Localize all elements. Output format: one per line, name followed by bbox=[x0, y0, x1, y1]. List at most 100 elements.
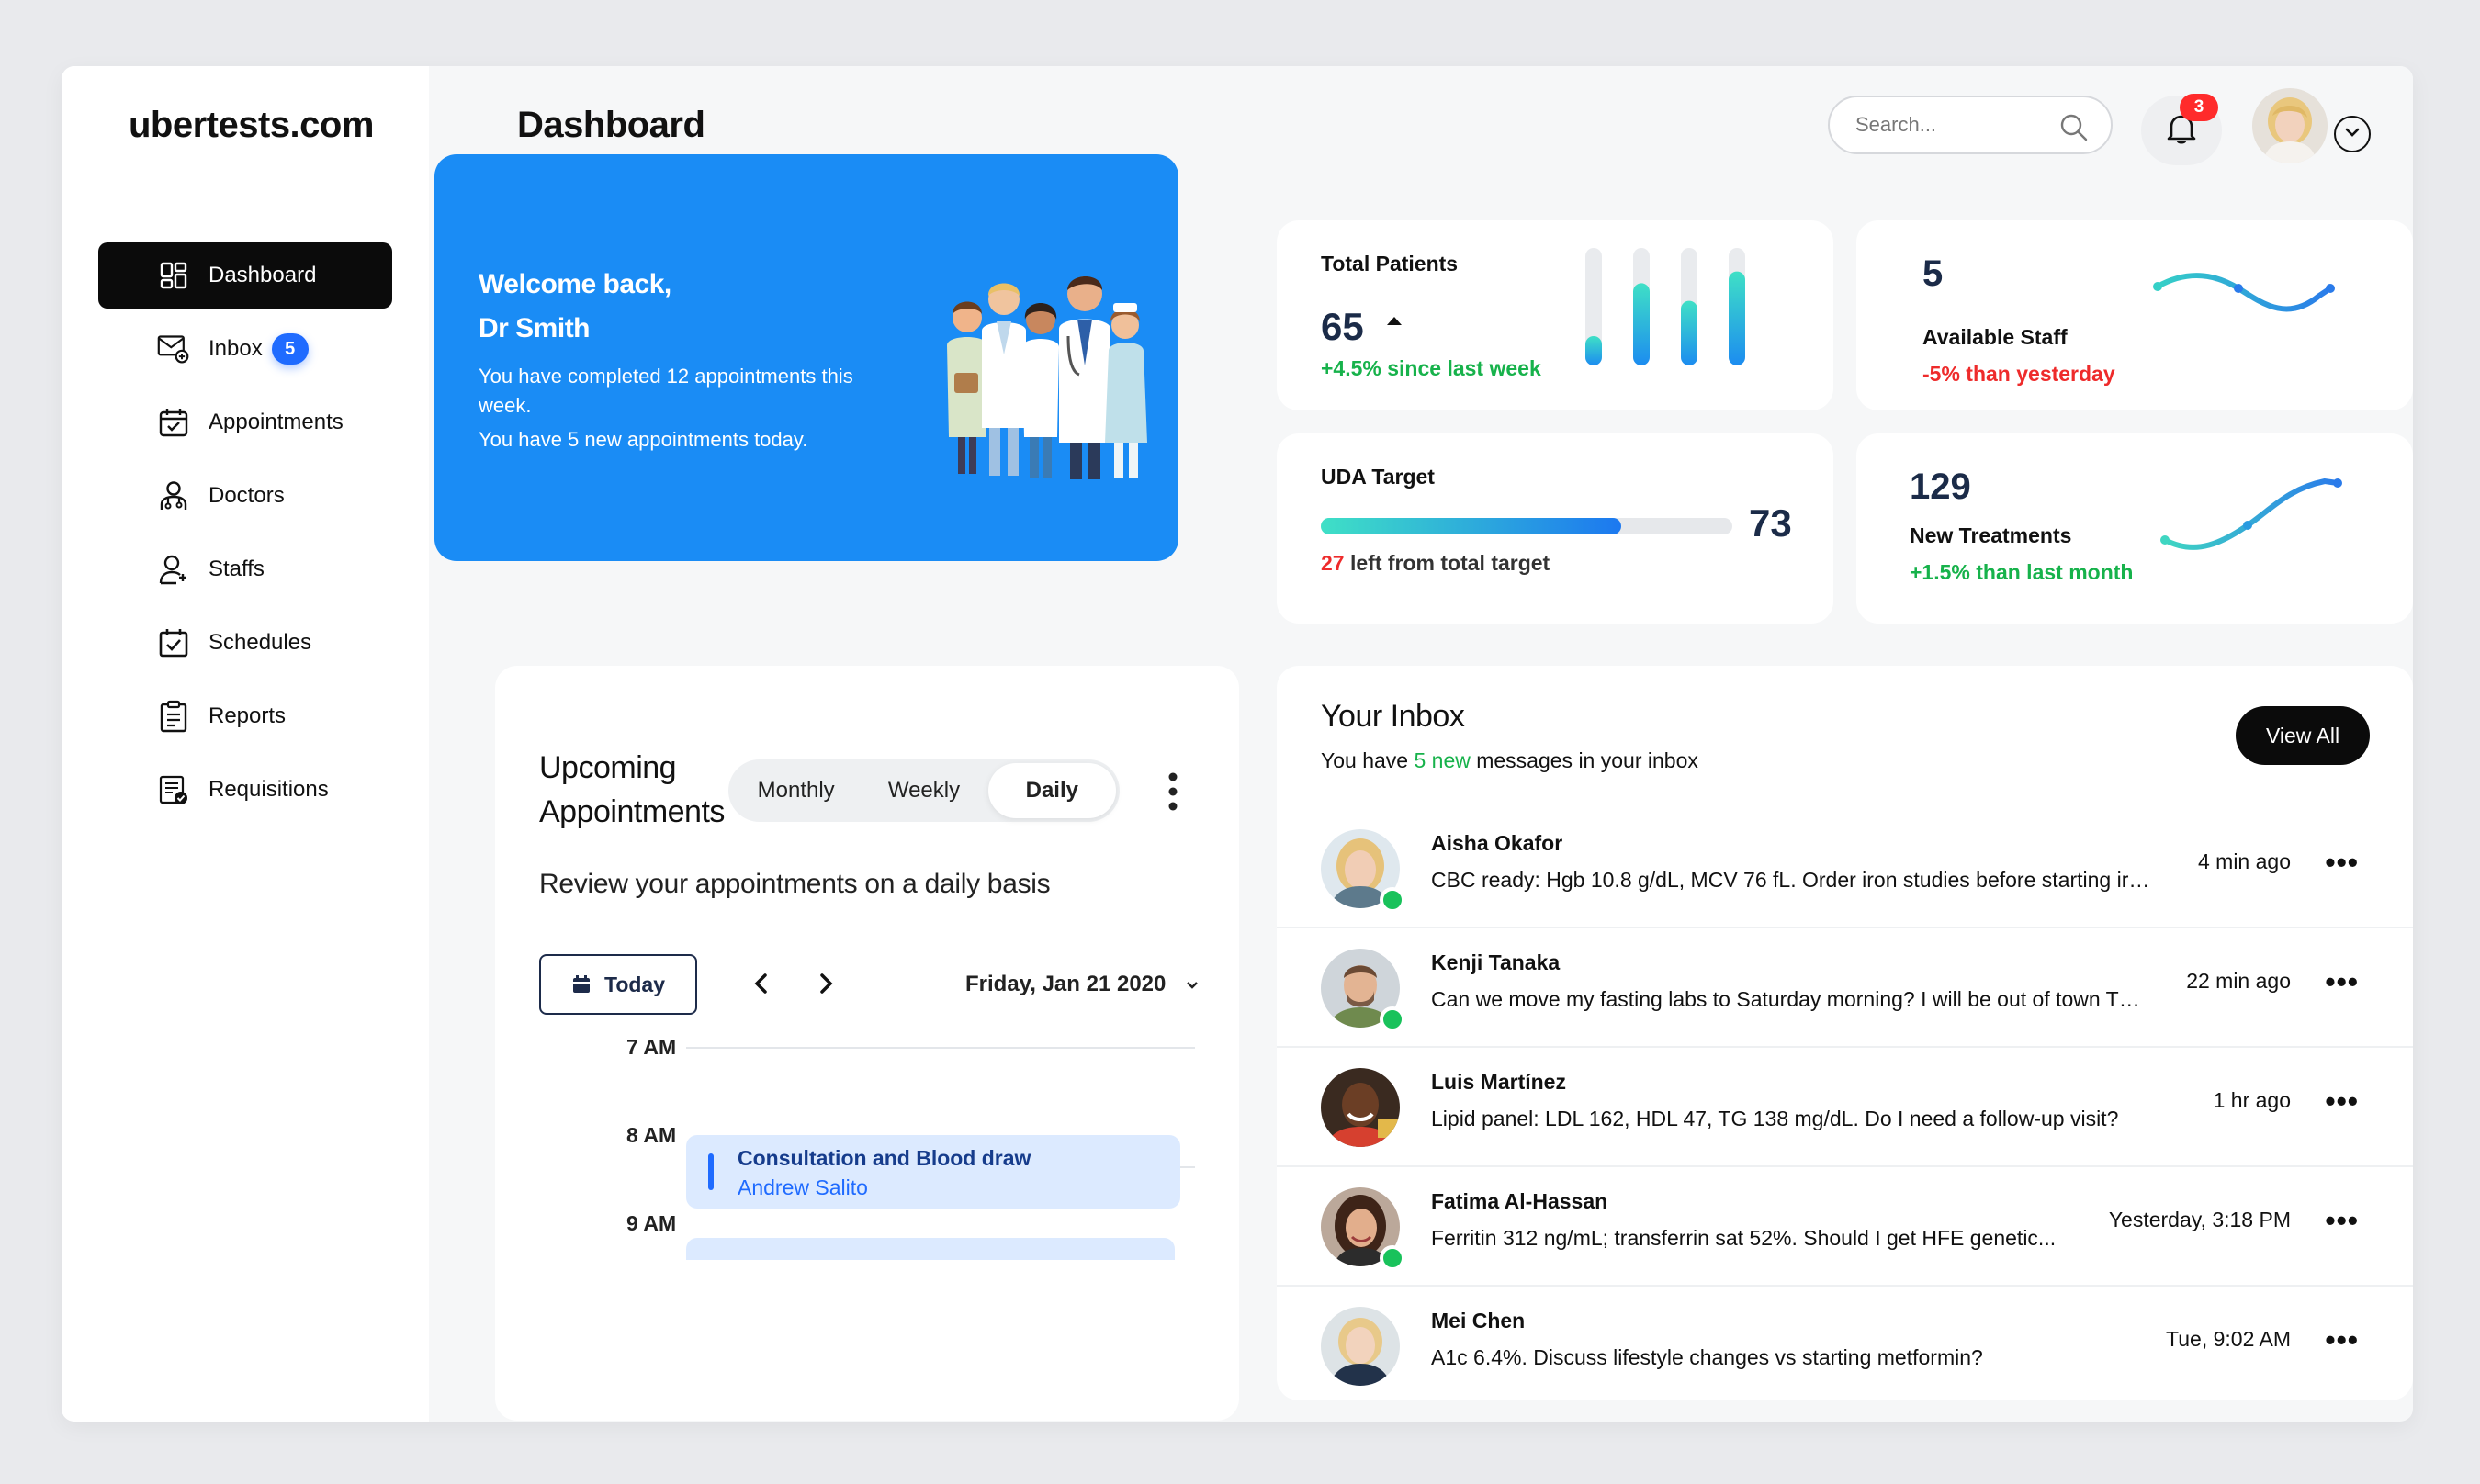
sidebar-item-label: Doctors bbox=[209, 483, 285, 508]
bar-track bbox=[1585, 248, 1602, 365]
next-day-button[interactable] bbox=[812, 970, 840, 1002]
appointments-title: Upcoming Appointments bbox=[539, 746, 725, 834]
selected-date: Friday, Jan 21 2020 bbox=[965, 972, 1167, 996]
message-row[interactable]: Aisha Okafor CBC ready: Hgb 10.8 g/dL, M… bbox=[1277, 809, 2413, 928]
event-accent-bar bbox=[708, 1153, 714, 1190]
avatar bbox=[1321, 1068, 1400, 1147]
bar-fill bbox=[1585, 336, 1602, 365]
more-vertical-icon[interactable] bbox=[1163, 771, 1183, 816]
total-patients-value: 65 bbox=[1321, 305, 1364, 348]
notification-count-badge: 3 bbox=[2180, 94, 2218, 121]
sidebar-item-requisitions[interactable]: Requisitions bbox=[98, 757, 392, 823]
bar-fill bbox=[1633, 283, 1650, 365]
sender-name: Kenji Tanaka bbox=[1431, 950, 1561, 974]
message-preview: Can we move my fasting labs to Saturday … bbox=[1431, 987, 2151, 1011]
sidebar-item-label: Inbox bbox=[209, 336, 263, 361]
sidebar-item-inbox[interactable]: Inbox 5 bbox=[98, 316, 392, 382]
message-time: 1 hr ago bbox=[2213, 1088, 2291, 1112]
available-staff-value: 5 bbox=[1922, 253, 1944, 294]
today-label: Today bbox=[603, 972, 666, 996]
sidebar-item-schedules[interactable]: Schedules bbox=[98, 610, 392, 676]
sidebar-item-doctors[interactable]: Doctors bbox=[98, 463, 392, 529]
event-title: Consultation and Blood draw bbox=[738, 1146, 1031, 1170]
message-row[interactable]: Fatima Al-Hassan Ferritin 312 ng/mL; tra… bbox=[1277, 1167, 2413, 1287]
appointment-event[interactable] bbox=[686, 1238, 1175, 1260]
uda-progress-fill bbox=[1321, 518, 1622, 534]
total-patients-card: Total Patients 65 +4.5% since last week bbox=[1277, 220, 1833, 410]
inbox-title: Your Inbox bbox=[1321, 699, 1465, 734]
appointments-title-line: Upcoming bbox=[539, 750, 677, 785]
date-picker[interactable]: Friday, Jan 21 2020 bbox=[965, 972, 1200, 997]
sidebar-item-label: Staffs bbox=[209, 556, 265, 581]
patients-bar-chart bbox=[1585, 248, 1745, 365]
page-title: Dashboard bbox=[517, 105, 705, 145]
sidebar-item-dashboard[interactable]: Dashboard bbox=[98, 242, 392, 309]
event-patient: Andrew Salito bbox=[738, 1175, 868, 1199]
more-horizontal-icon[interactable]: ••• bbox=[2325, 1204, 2359, 1237]
more-horizontal-icon[interactable]: ••• bbox=[2325, 1085, 2359, 1118]
bar-fill bbox=[1729, 271, 1745, 365]
calendar-icon bbox=[157, 406, 190, 439]
today-button[interactable]: Today bbox=[539, 954, 697, 1015]
message-row[interactable]: Mei Chen A1c 6.4%. Discuss lifestyle cha… bbox=[1277, 1287, 2413, 1400]
sidebar-item-label: Requisitions bbox=[209, 777, 329, 802]
available-staff-label: Available Staff bbox=[1922, 325, 2068, 349]
message-row[interactable]: Kenji Tanaka Can we move my fasting labs… bbox=[1277, 928, 2413, 1048]
sidebar-nav: Dashboard Inbox 5 Appointments Doctors bbox=[98, 242, 392, 830]
available-staff-card: 5 Available Staff -5% than yesterday bbox=[1856, 220, 2413, 410]
total-patients-label: Total Patients bbox=[1321, 252, 1459, 275]
more-horizontal-icon[interactable]: ••• bbox=[2325, 846, 2359, 879]
more-horizontal-icon[interactable]: ••• bbox=[2325, 965, 2359, 998]
message-preview: CBC ready: Hgb 10.8 g/dL, MCV 76 fL. Ord… bbox=[1431, 868, 2151, 892]
welcome-text: You have completed 12 appointments this … bbox=[479, 365, 853, 417]
appointment-event[interactable]: Consultation and Blood draw Andrew Salit… bbox=[686, 1135, 1180, 1209]
appointments-title-line: Appointments bbox=[539, 794, 725, 829]
time-label-9am: 9 AM bbox=[626, 1211, 677, 1235]
inbox-new-count: 5 new bbox=[1414, 748, 1471, 772]
available-staff-change: -5% than yesterday bbox=[1922, 362, 2115, 386]
uda-target-card: UDA Target 73 27 left from total target bbox=[1277, 433, 1833, 624]
search-input[interactable] bbox=[1855, 113, 2048, 137]
clipboard-icon bbox=[157, 700, 190, 733]
chevron-right-icon bbox=[812, 973, 840, 1001]
uda-left-text: 27 left from total target bbox=[1321, 551, 1550, 576]
online-status-dot bbox=[1380, 887, 1405, 913]
sidebar-item-appointments[interactable]: Appointments bbox=[98, 389, 392, 455]
uda-left-number: 27 bbox=[1321, 551, 1345, 575]
tab-weekly[interactable]: Weekly bbox=[887, 778, 961, 803]
user-menu-toggle[interactable] bbox=[2334, 116, 2371, 152]
sender-name: Aisha Okafor bbox=[1431, 831, 1563, 855]
view-all-button[interactable]: View All bbox=[2236, 706, 2370, 765]
total-patients-change: +4.5% since last week bbox=[1321, 356, 1541, 380]
message-preview: Lipid panel: LDL 162, HDL 47, TG 138 mg/… bbox=[1431, 1107, 2119, 1130]
new-treatments-value: 129 bbox=[1910, 467, 1971, 507]
tab-monthly[interactable]: Monthly bbox=[757, 778, 835, 803]
message-time: Yesterday, 3:18 PM bbox=[2108, 1208, 2291, 1231]
message-preview: A1c 6.4%. Discuss lifestyle changes vs s… bbox=[1431, 1345, 1983, 1369]
tab-daily[interactable]: Daily bbox=[987, 763, 1116, 818]
user-avatar[interactable] bbox=[2252, 88, 2328, 163]
medical-team-illustration bbox=[930, 263, 1160, 497]
uda-left-label: left from total target bbox=[1344, 551, 1550, 575]
search-icon[interactable] bbox=[2059, 113, 2089, 147]
inbox-sub-text: messages in your inbox bbox=[1470, 748, 1698, 772]
search-box[interactable] bbox=[1828, 96, 2113, 154]
doctor-name: Dr Smith bbox=[479, 313, 591, 343]
chevron-down-icon bbox=[2344, 126, 2361, 142]
more-horizontal-icon[interactable]: ••• bbox=[2325, 1323, 2359, 1356]
message-time: 22 min ago bbox=[2186, 969, 2291, 993]
time-label-7am: 7 AM bbox=[626, 1035, 677, 1059]
doctor-icon bbox=[157, 479, 190, 512]
staff-icon bbox=[157, 553, 190, 586]
sidebar-item-label: Appointments bbox=[209, 410, 344, 434]
previous-day-button[interactable] bbox=[748, 970, 775, 1002]
sidebar-item-reports[interactable]: Reports bbox=[98, 683, 392, 749]
avatar bbox=[1321, 1307, 1400, 1386]
schedule-icon bbox=[157, 626, 190, 659]
treatments-trend-sparkline bbox=[2160, 478, 2342, 550]
uda-target-label: UDA Target bbox=[1321, 465, 1435, 489]
message-row[interactable]: Luis Martínez Lipid panel: LDL 162, HDL … bbox=[1277, 1048, 2413, 1167]
brand-logo[interactable]: ubertests.com bbox=[129, 105, 374, 145]
sidebar-item-staffs[interactable]: Staffs bbox=[98, 536, 392, 602]
hour-divider bbox=[686, 1047, 1195, 1049]
